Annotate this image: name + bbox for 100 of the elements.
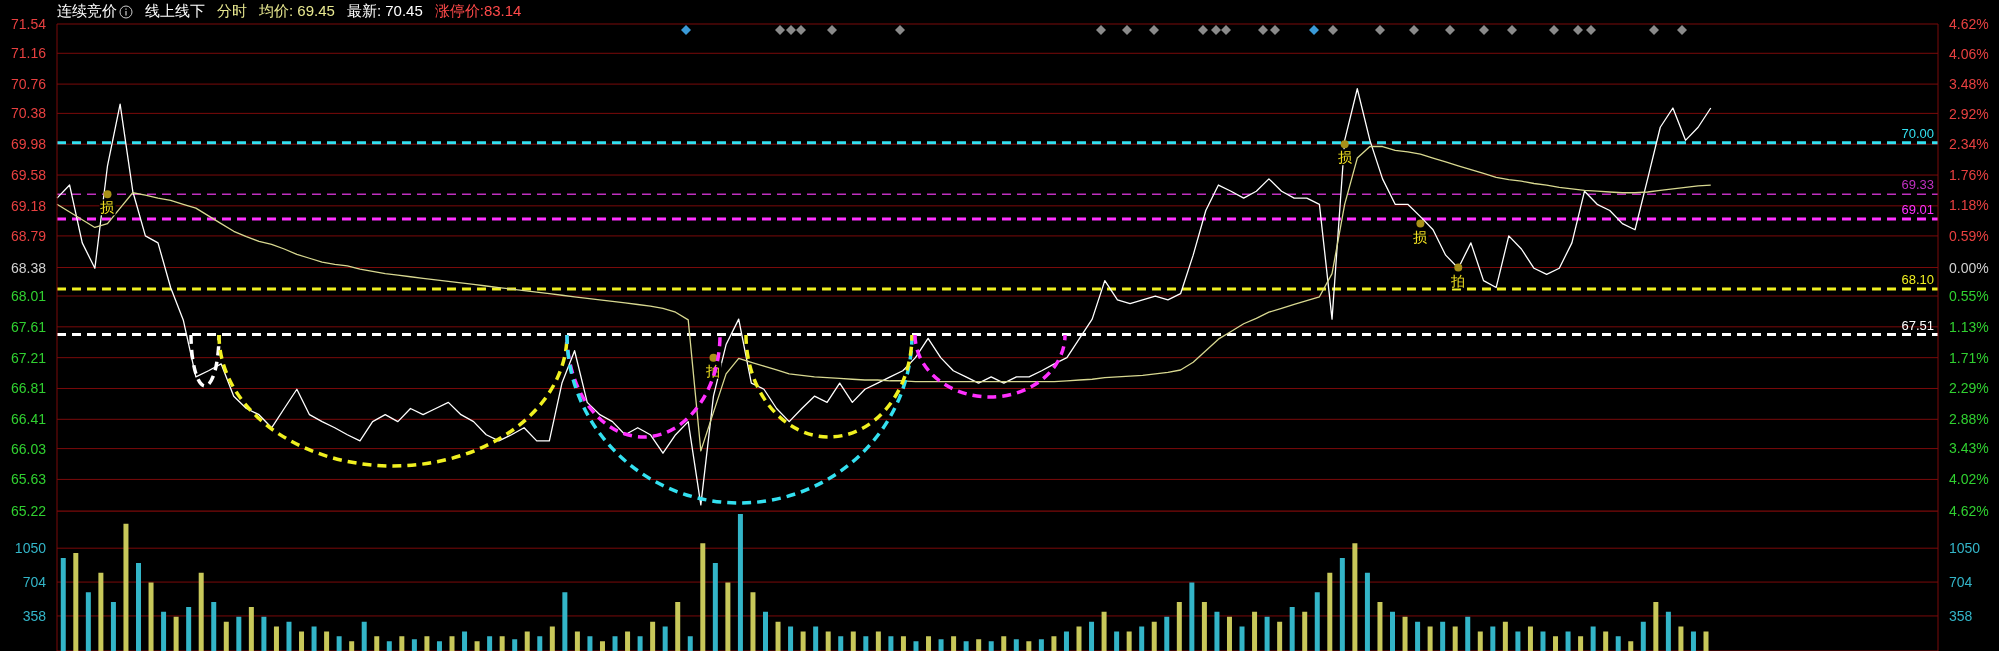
bar [399,636,405,651]
bar [524,631,530,651]
chart-title: 连续竞价 [57,2,117,21]
bar [1628,641,1634,651]
bar [1678,626,1684,651]
bar [1001,636,1007,651]
bar [1615,636,1621,651]
annotation: 损 [1337,149,1352,166]
y2-tick-label: 1.76% [1949,166,1989,183]
bar [474,641,480,651]
y-tick-label: 68.01 [10,288,47,305]
bar [462,631,468,651]
bar [888,636,894,651]
bar [587,636,593,651]
bar [1540,631,1546,651]
y2-tick-label: 3.43% [1949,440,1989,457]
y-tick-label: 65.22 [10,503,47,519]
bar [1377,602,1383,651]
bar [1653,602,1659,651]
bar [1214,611,1220,651]
bar [273,626,279,651]
y-tick-label: 65.63 [10,471,47,488]
ref-line-label: 68.10 [1901,272,1934,288]
y-tick-label: 67.61 [10,318,47,335]
bar [1114,631,1120,651]
bar [1690,631,1696,651]
bar [625,631,631,651]
y-tick-label: 71.54 [10,16,47,32]
bar [1089,621,1095,651]
bar [1703,631,1709,651]
y-tick-label: 70.76 [10,76,47,93]
bar [1477,631,1483,651]
bar [73,553,79,651]
bar [537,636,543,651]
bar [574,631,580,651]
bar [976,639,982,651]
ref-line-label: 70.00 [1901,125,1934,141]
y2-tick-label: 0.59% [1949,228,1989,245]
ref-line-label: 69.33 [1901,177,1934,193]
y2-tick-label: 1050 [1949,540,1981,557]
bar [562,592,568,651]
bar [261,616,267,651]
bar [512,639,518,651]
bar [1490,626,1496,651]
bar [110,602,116,651]
bar [248,606,254,651]
bar [1201,602,1207,651]
bar [148,582,154,651]
y-tick-label: 68.79 [10,227,47,244]
ref-line-label: 69.01 [1901,201,1934,217]
bar [825,631,831,651]
bar [1440,621,1446,651]
y2-tick-label: 704 [1949,574,1973,591]
y-tick-label: 70.38 [10,105,47,122]
bar [1176,602,1182,651]
y2-tick-label: 358 [1949,607,1973,624]
bar [612,636,618,651]
bar [750,592,756,651]
text: 线上线下 [145,2,205,21]
bar [1502,621,1508,651]
annotation: 损 [100,199,115,216]
y-tick-label: 68.38 [10,259,47,276]
bar [1640,621,1646,651]
bar [98,572,104,651]
y2-tick-label: 4.62% [1949,16,1989,32]
bar [926,636,932,651]
y-tick-label: 704 [22,574,47,591]
y-tick-label: 66.81 [10,380,47,397]
bar [211,602,217,651]
annotation: 损 [1413,228,1428,245]
bar [1026,641,1032,651]
bar [1038,639,1044,651]
bar [788,626,794,651]
bar [599,641,605,651]
bar [1390,611,1395,651]
bar [349,641,355,651]
bar [299,631,305,651]
y-tick-label: 66.03 [10,440,47,457]
bar [1226,616,1232,651]
y2-tick-label: 0.00% [1949,259,1989,276]
bar [424,636,430,651]
bar [1352,543,1358,651]
bar [1339,557,1345,651]
bar [1051,636,1057,651]
y2-tick-label: 3.48% [1949,76,1989,93]
y2-tick-label: 1.13% [1949,319,1989,336]
bar [938,639,944,651]
bar [725,582,731,651]
bar [336,636,342,651]
y-tick-label: 66.41 [10,411,47,428]
y-tick-label: 69.98 [10,136,47,153]
y-tick-label: 67.21 [10,349,47,366]
y2-tick-label: 4.62% [1949,503,1989,519]
bar [1013,639,1019,651]
bar [700,543,706,651]
bar [850,631,856,651]
bar [1076,626,1082,651]
bar [775,621,781,651]
bar [60,557,66,651]
text: 均价: 69.45 [259,2,335,21]
